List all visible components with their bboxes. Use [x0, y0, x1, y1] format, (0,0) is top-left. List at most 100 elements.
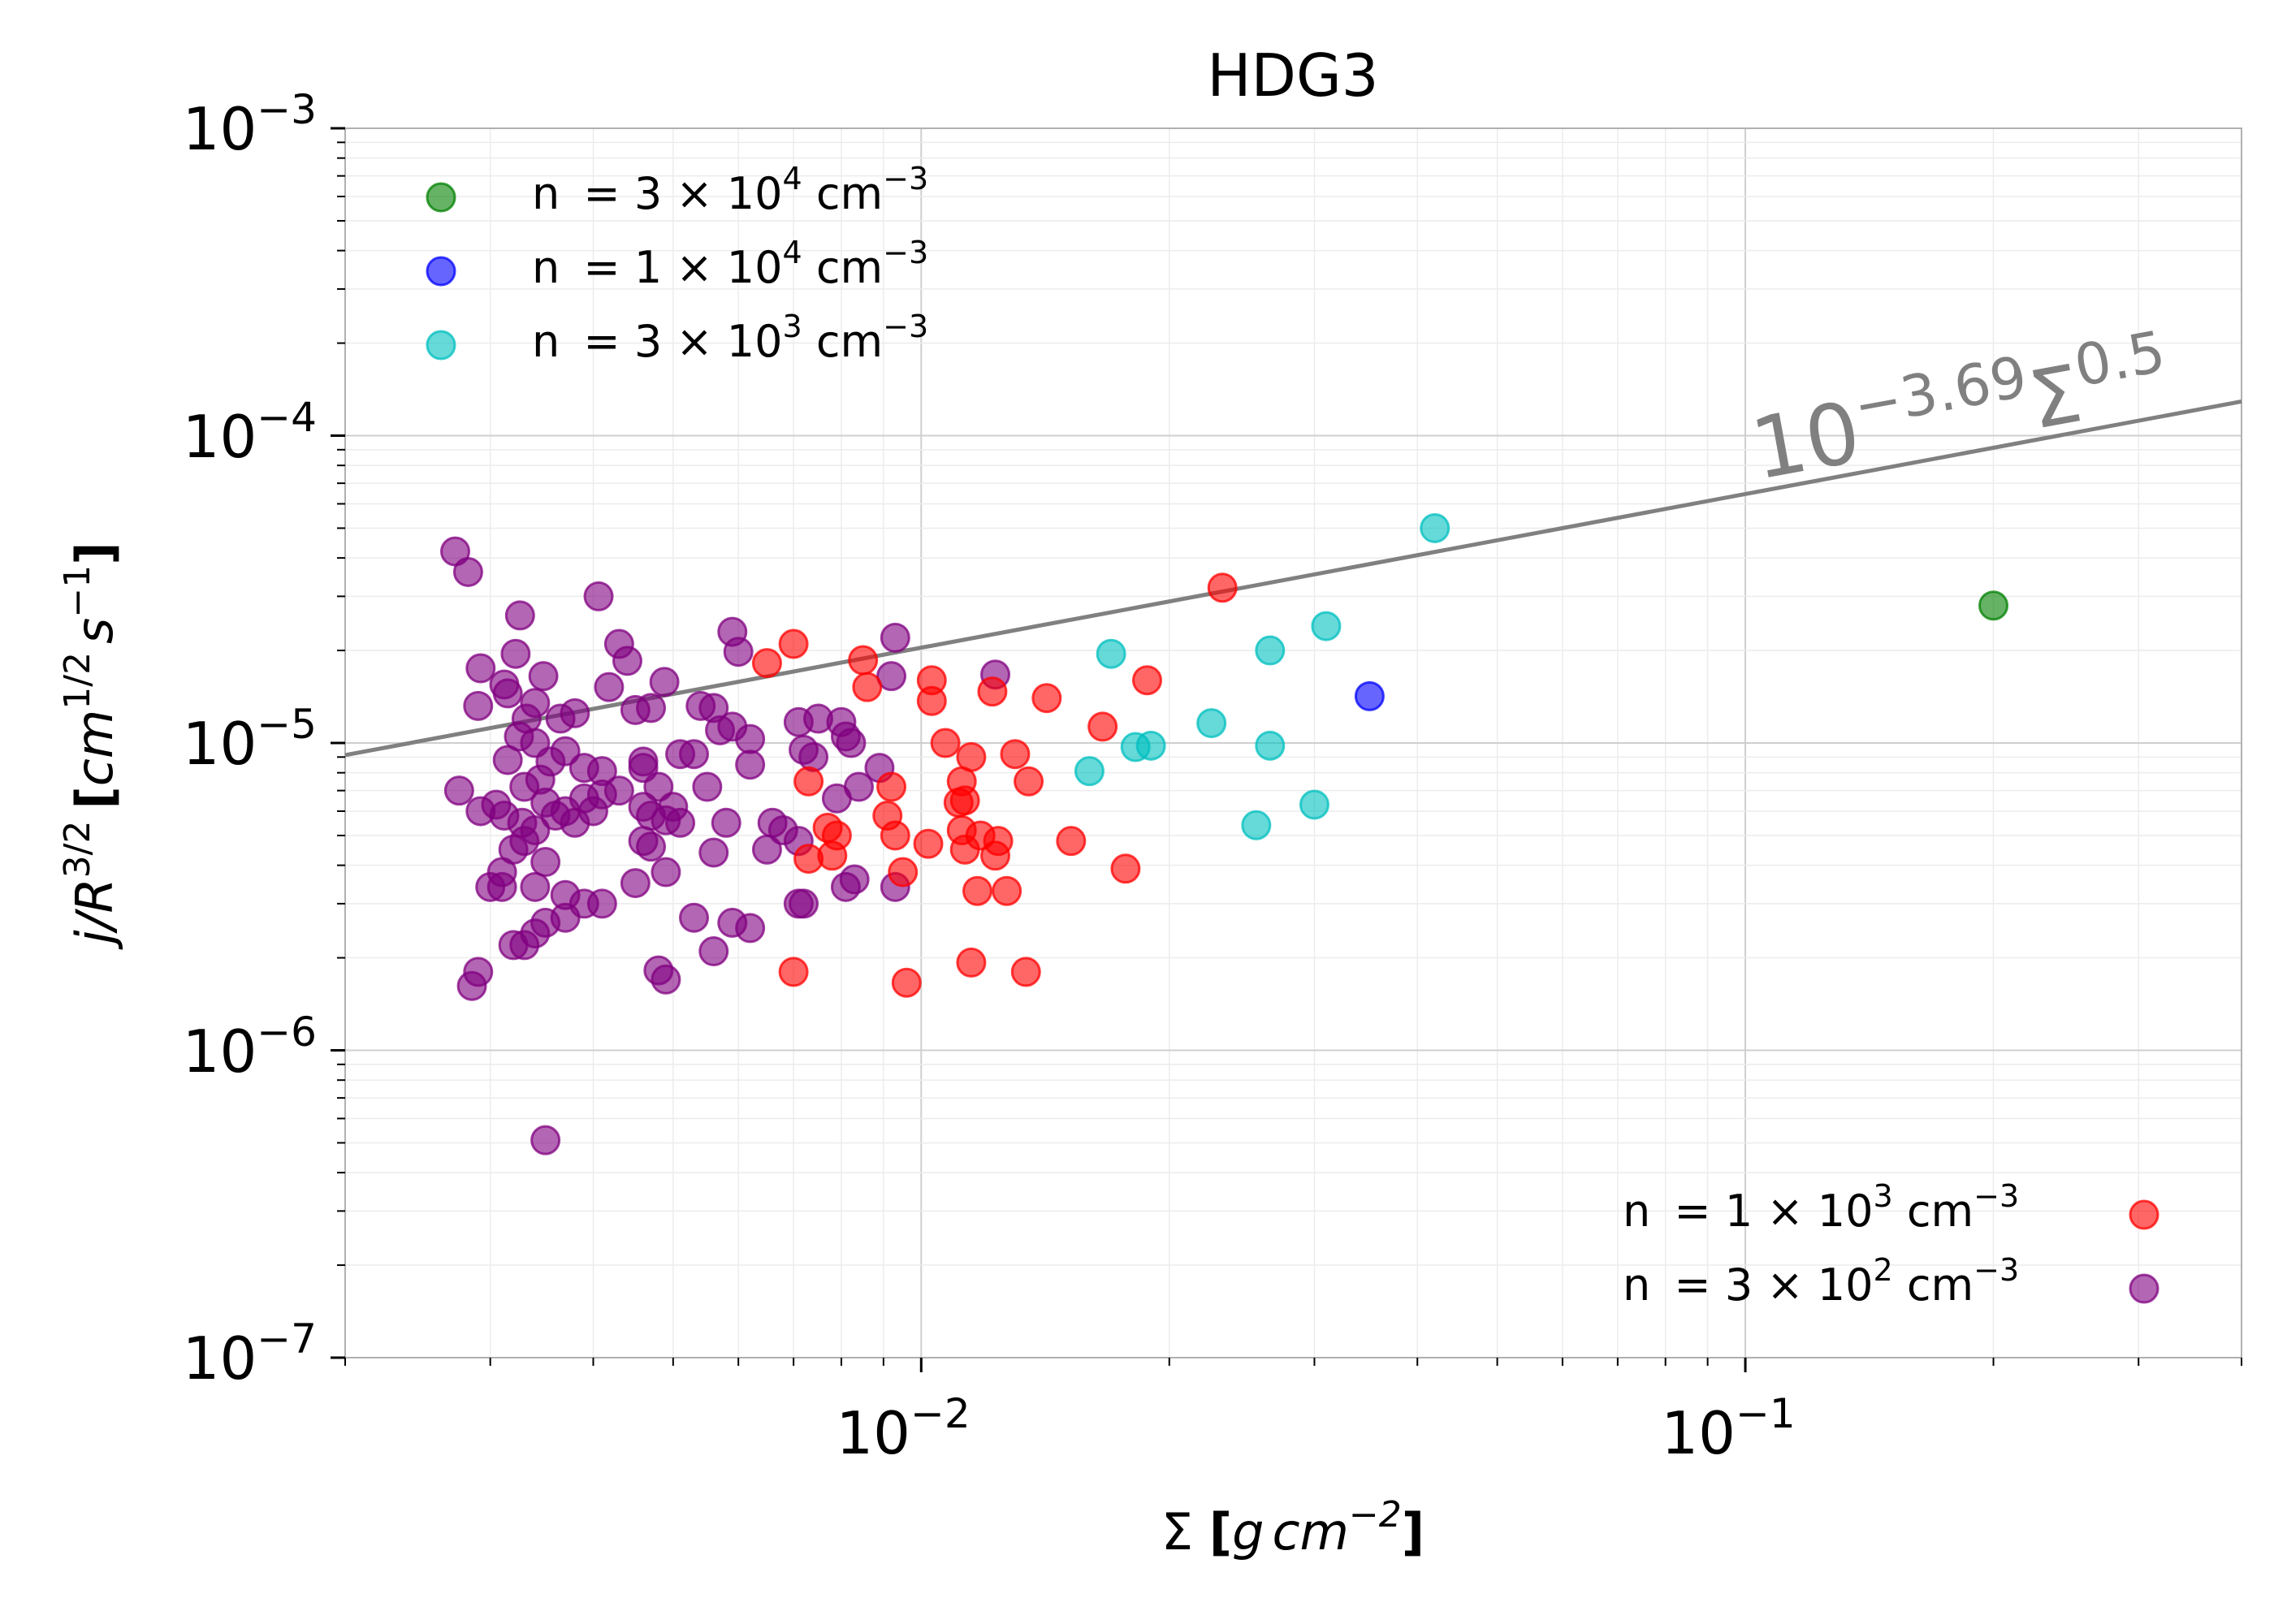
data-point — [817, 840, 848, 871]
data-point — [888, 857, 919, 888]
data-point — [1056, 826, 1087, 857]
data-point — [486, 871, 517, 902]
data-point — [930, 728, 961, 758]
data-point — [876, 661, 907, 692]
data-point — [465, 653, 496, 684]
data-point — [492, 745, 523, 775]
y-tick-label: 10−4 — [183, 394, 317, 471]
data-point — [698, 837, 729, 868]
data-point — [980, 840, 1011, 871]
data-point — [1299, 789, 1329, 820]
legend-entry: n = 3 × 104 cm−3 — [426, 161, 928, 219]
data-point — [1096, 638, 1126, 669]
data-point — [880, 820, 910, 851]
data-point — [789, 888, 819, 919]
axis-ticks — [331, 127, 2242, 1372]
data-point — [751, 834, 782, 865]
fit-label: 10−3.69Σ0.5 — [1743, 318, 2177, 499]
data-point — [636, 693, 667, 723]
data-point — [550, 902, 581, 933]
data-point — [530, 847, 561, 878]
data-point — [852, 672, 883, 702]
y-tick-label: 10−7 — [183, 1315, 317, 1393]
data-point — [836, 728, 867, 758]
data-point — [1110, 853, 1141, 884]
data-point — [735, 749, 766, 780]
data-point — [735, 723, 766, 754]
data-point — [443, 775, 474, 806]
data-point — [876, 771, 907, 802]
data-point — [1311, 611, 1342, 641]
x-axis-label: Σ [g cm−2] — [1161, 1494, 1424, 1561]
data-point — [735, 913, 766, 944]
data-point — [1031, 683, 1062, 714]
data-point — [1255, 635, 1286, 666]
data-point — [577, 796, 608, 827]
data-point — [1241, 810, 1272, 840]
data-point — [594, 672, 625, 702]
data-point — [649, 667, 680, 698]
legend-label: n = 3 × 103 cm−3 — [532, 309, 928, 367]
data-point — [651, 857, 681, 888]
data-point — [636, 801, 667, 831]
x-tick-label: 10−1 — [1661, 1390, 1795, 1467]
y-tick-label: 10−5 — [183, 701, 317, 778]
data-point — [612, 646, 642, 676]
data-point — [586, 888, 617, 919]
data-point — [962, 875, 992, 906]
data-point — [1420, 512, 1450, 543]
data-point — [530, 1125, 561, 1155]
legend-label: n = 1 × 103 cm−3 — [1623, 1178, 2019, 1237]
y-axis-label: j/R3/2[cm1/2s−1] — [57, 542, 124, 949]
data-point — [803, 703, 834, 734]
data-point — [500, 638, 531, 669]
legend-label: n = 1 × 104 cm−3 — [532, 235, 928, 293]
data-point — [1087, 711, 1118, 742]
data-point — [711, 807, 741, 838]
data-point — [880, 622, 910, 653]
data-point — [1354, 680, 1385, 711]
fit-label-base: 10 — [1744, 382, 1868, 499]
data-point — [528, 661, 559, 692]
data-point — [1014, 766, 1044, 797]
data-point — [992, 875, 1022, 906]
legend-upper-left: n = 3 × 104 cm−3 n = 1 × 104 cm−3 n = 3 … — [426, 161, 928, 367]
data-point — [1074, 756, 1105, 787]
legend-entry: n = 3 × 103 cm−3 — [426, 309, 928, 367]
data-point — [1010, 957, 1041, 987]
data-point — [839, 864, 870, 895]
data-point — [1978, 590, 2009, 621]
data-point — [848, 645, 879, 676]
data-point — [1000, 739, 1031, 770]
data-point — [678, 902, 709, 933]
data-point — [643, 771, 674, 802]
data-point — [891, 967, 922, 998]
data-point — [678, 739, 709, 770]
data-point — [793, 766, 824, 797]
legend-label: n = 3 × 102 cm−3 — [1623, 1252, 2019, 1311]
data-point — [509, 771, 540, 802]
legend-entry: n = 3 × 102 cm−3 — [1623, 1252, 2159, 1311]
data-point — [692, 771, 723, 802]
data-point — [456, 970, 487, 1001]
data-point — [463, 690, 494, 721]
data-point — [778, 628, 809, 659]
data-point — [916, 685, 947, 716]
data-point — [560, 698, 590, 728]
data-points — [440, 512, 2009, 1155]
legend-marker — [2129, 1199, 2159, 1230]
data-point — [520, 871, 551, 902]
data-point — [1255, 730, 1286, 761]
legend-marker — [426, 330, 456, 361]
data-point — [492, 678, 523, 709]
data-point — [583, 581, 614, 611]
data-point — [977, 676, 1008, 707]
data-point — [705, 715, 736, 745]
data-point — [1131, 665, 1162, 696]
data-point — [1120, 732, 1151, 762]
grid-lines — [344, 127, 2242, 1358]
data-point — [778, 957, 809, 987]
data-point — [520, 918, 551, 949]
data-point — [821, 783, 852, 814]
